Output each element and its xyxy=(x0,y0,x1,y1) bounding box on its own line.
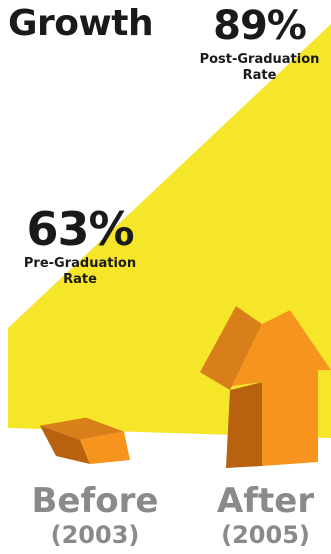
bar-after-front xyxy=(232,310,331,466)
data-label-before: 63% xyxy=(26,202,134,256)
category-year-before: (2003) xyxy=(50,521,140,549)
category-label-after: After xyxy=(216,481,315,521)
bar-after-side xyxy=(226,382,262,468)
category-label-before: Before xyxy=(31,481,159,521)
chart-title: Growth xyxy=(8,3,154,44)
bar-before-side xyxy=(40,425,90,464)
data-label-after: 89% xyxy=(213,3,307,49)
series-description-before: Pre-Graduation Rate xyxy=(23,256,137,287)
bar-before-front xyxy=(80,431,130,464)
category-year-after: (2005) xyxy=(221,521,310,549)
series-description-after: Post-Graduation Rate xyxy=(199,52,320,83)
bar-after-head-side xyxy=(200,306,262,391)
bar-before-top xyxy=(40,417,124,440)
